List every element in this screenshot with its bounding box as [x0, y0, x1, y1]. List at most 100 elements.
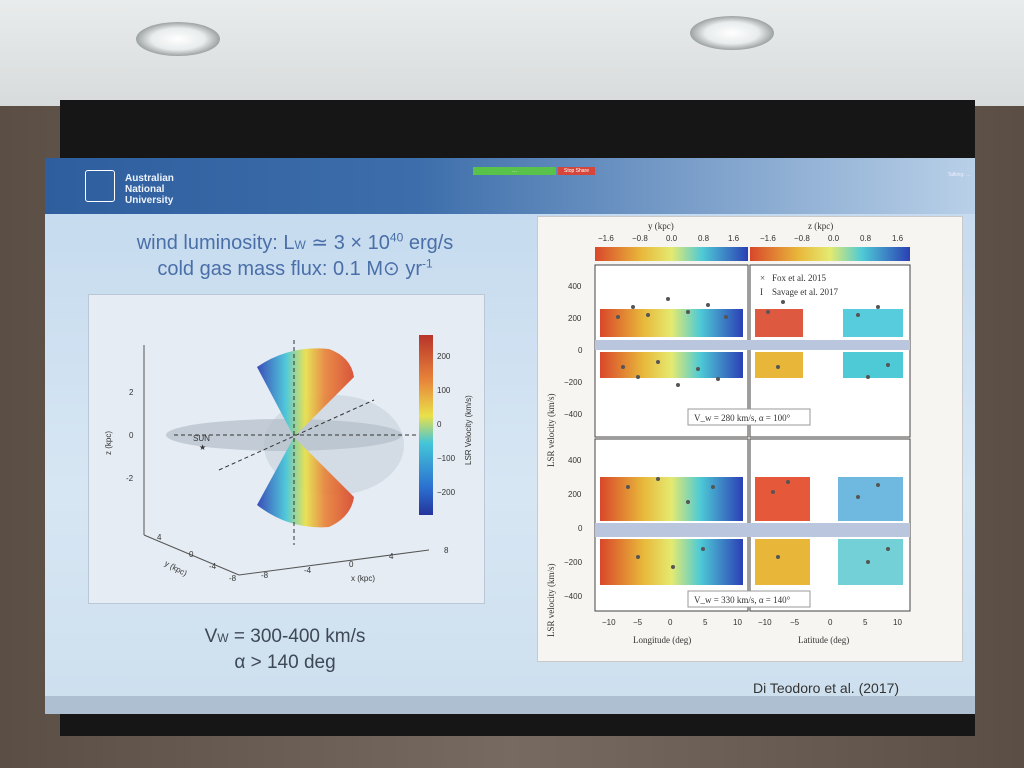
- lsr-velocity-svg: y (kpc) z (kpc) −1.6 −0.8 0.0 0.8 1.6 −1…: [546, 221, 911, 645]
- band-bl-lower: [600, 539, 743, 585]
- upper-cone: [257, 348, 354, 437]
- x-label-longitude: Longitude (deg): [633, 635, 691, 645]
- top-tick-right-2: −0.8: [794, 234, 810, 243]
- top-tick-left-4: 0.8: [698, 234, 710, 243]
- top-tick-left-1: −1.6: [598, 234, 614, 243]
- x-tick-3: 0: [349, 560, 354, 569]
- x-tick-3: 0: [668, 618, 673, 627]
- sun-label: SUN: [193, 434, 210, 443]
- lsr-velocity-figure: y (kpc) z (kpc) −1.6 −0.8 0.0 0.8 1.6 −1…: [537, 216, 963, 662]
- y-tick-bot-5: −400: [564, 592, 583, 601]
- top-tick-left-2: −0.8: [632, 234, 648, 243]
- outflow-3d-figure: ★ SUN z (kpc) 2 0 -2 4 0 -4 -8 y (kpc) -…: [88, 294, 485, 604]
- top-colorbar-right-label: z (kpc): [808, 221, 833, 231]
- x-tick-5: 8: [444, 546, 449, 555]
- band-br-upper-left: [755, 477, 810, 521]
- x-tick-5: 10: [733, 618, 742, 627]
- y-tick-4: -8: [229, 574, 237, 583]
- y-tick-1: 4: [157, 533, 162, 542]
- x-tick-2: −5: [633, 618, 643, 627]
- panel-bottom-label: V_w = 330 km/s, α = 140°: [694, 595, 791, 605]
- y-tick-bot-3: 0: [578, 524, 583, 533]
- slide-header: Australian National University … Stop Sh…: [45, 158, 975, 214]
- y-tick-bot-2: 200: [568, 490, 582, 499]
- top-colorbar-left-ticks: −1.6 −0.8 0.0 0.8 1.6: [598, 234, 740, 243]
- ceiling-light-right: [690, 16, 774, 50]
- ceiling-light-left: [136, 22, 220, 56]
- y-tick-top-3: 0: [578, 346, 583, 355]
- top-colorbar-z: [750, 247, 910, 261]
- zero-band-bottom: [595, 523, 910, 537]
- y-tick-top-2: 200: [568, 314, 582, 323]
- z-tick-1: 2: [129, 388, 134, 397]
- zero-band-top: [595, 340, 910, 350]
- band-br-upper-right: [838, 477, 903, 521]
- x-tick-10: 10: [893, 618, 902, 627]
- panel-bottom-label-box: [687, 590, 811, 608]
- x-axis-label: x (kpc): [351, 574, 375, 583]
- panel-top-right: [749, 264, 911, 438]
- x-tick-4: 5: [703, 618, 708, 627]
- y-tick-bot-4: −200: [564, 558, 583, 567]
- band-bl-upper: [600, 477, 743, 521]
- x-tick-2: -4: [304, 566, 312, 575]
- sun-star-icon: ★: [199, 443, 206, 452]
- band-tr-upper-right: [843, 309, 903, 337]
- observation-points: [616, 297, 890, 569]
- top-colorbar-y: [595, 247, 748, 261]
- slide-footer-band: [45, 696, 975, 714]
- band-tr-upper-left: [755, 309, 803, 337]
- top-tick-left-5: 1.6: [728, 234, 740, 243]
- top-tick-right-4: 0.8: [860, 234, 872, 243]
- projected-slide: Australian National University … Stop Sh…: [45, 158, 975, 714]
- formula-alpha: α > 140 deg: [234, 652, 336, 673]
- stop-share-button[interactable]: Stop Share: [558, 167, 595, 175]
- panel-top-left: [594, 264, 749, 438]
- y-tick-top-1: 400: [568, 282, 582, 291]
- y-tick-top-4: −200: [564, 378, 583, 387]
- legend-savage-marker: I: [760, 287, 763, 297]
- band-tr-lower-right: [843, 352, 903, 378]
- formula-wind-velocity: VW = 300-400 km/s: [204, 626, 366, 647]
- x-tick-8: 0: [828, 618, 833, 627]
- panel-top-label: V_w = 280 km/s, α = 100°: [694, 413, 791, 423]
- y-axis-label: LSR velocity (km/s): [546, 394, 556, 468]
- velocity-colorbar: [419, 335, 433, 515]
- colorbar-tick-1: 200: [437, 352, 451, 361]
- panel-top-label-box: [687, 408, 811, 426]
- band-tl-lower: [600, 352, 743, 378]
- z-tick-3: -2: [126, 474, 134, 483]
- meeting-id-indicator[interactable]: …: [473, 167, 556, 175]
- y-tick-3: -4: [209, 562, 217, 571]
- top-tick-right-3: 0.0: [828, 234, 840, 243]
- x-tick-1: −10: [602, 618, 616, 627]
- legend-fox-marker: ×: [760, 273, 765, 283]
- legend-fox: Fox et al. 2015: [772, 273, 826, 283]
- x-tick-7: −5: [790, 618, 800, 627]
- y-tick-bot-1: 400: [568, 456, 582, 465]
- x-tick-4: 4: [389, 552, 394, 561]
- legend-savage: Savage et al. 2017: [772, 287, 838, 297]
- z-axis-label: z (kpc): [104, 431, 113, 455]
- x-label-latitude: Latitude (deg): [798, 635, 849, 645]
- talking-indicator: Talking: …: [947, 172, 971, 178]
- top-tick-right-1: −1.6: [760, 234, 776, 243]
- lower-cone: [257, 437, 354, 528]
- top-tick-left-3: 0.0: [666, 234, 678, 243]
- top-tick-right-5: 1.6: [892, 234, 904, 243]
- anu-logo-text: Australian National University: [125, 173, 174, 206]
- z-tick-2: 0: [129, 431, 134, 440]
- band-br-lower-left: [755, 539, 810, 585]
- colorbar-label: LSR Velocity (km/s): [464, 395, 473, 465]
- band-br-lower-right: [838, 539, 903, 585]
- y-tick-2: 0: [189, 550, 194, 559]
- colorbar-tick-5: −200: [437, 488, 456, 497]
- citation: Di Teodoro et al. (2017): [753, 680, 900, 696]
- y-axis-label: y (kpc): [163, 559, 189, 578]
- headline-mass-flux: cold gas mass flux: 0.1 M⊙ yr-1: [157, 256, 433, 280]
- top-colorbar-left-label: y (kpc): [648, 221, 674, 231]
- outflow-3d-svg: ★ SUN z (kpc) 2 0 -2 4 0 -4 -8 y (kpc) -…: [104, 335, 473, 583]
- band-tr-lower-left: [755, 352, 803, 378]
- top-colorbar-right-ticks: −1.6 −0.8 0.0 0.8 1.6: [760, 234, 904, 243]
- share-toolbar[interactable]: … Stop Share: [473, 167, 595, 175]
